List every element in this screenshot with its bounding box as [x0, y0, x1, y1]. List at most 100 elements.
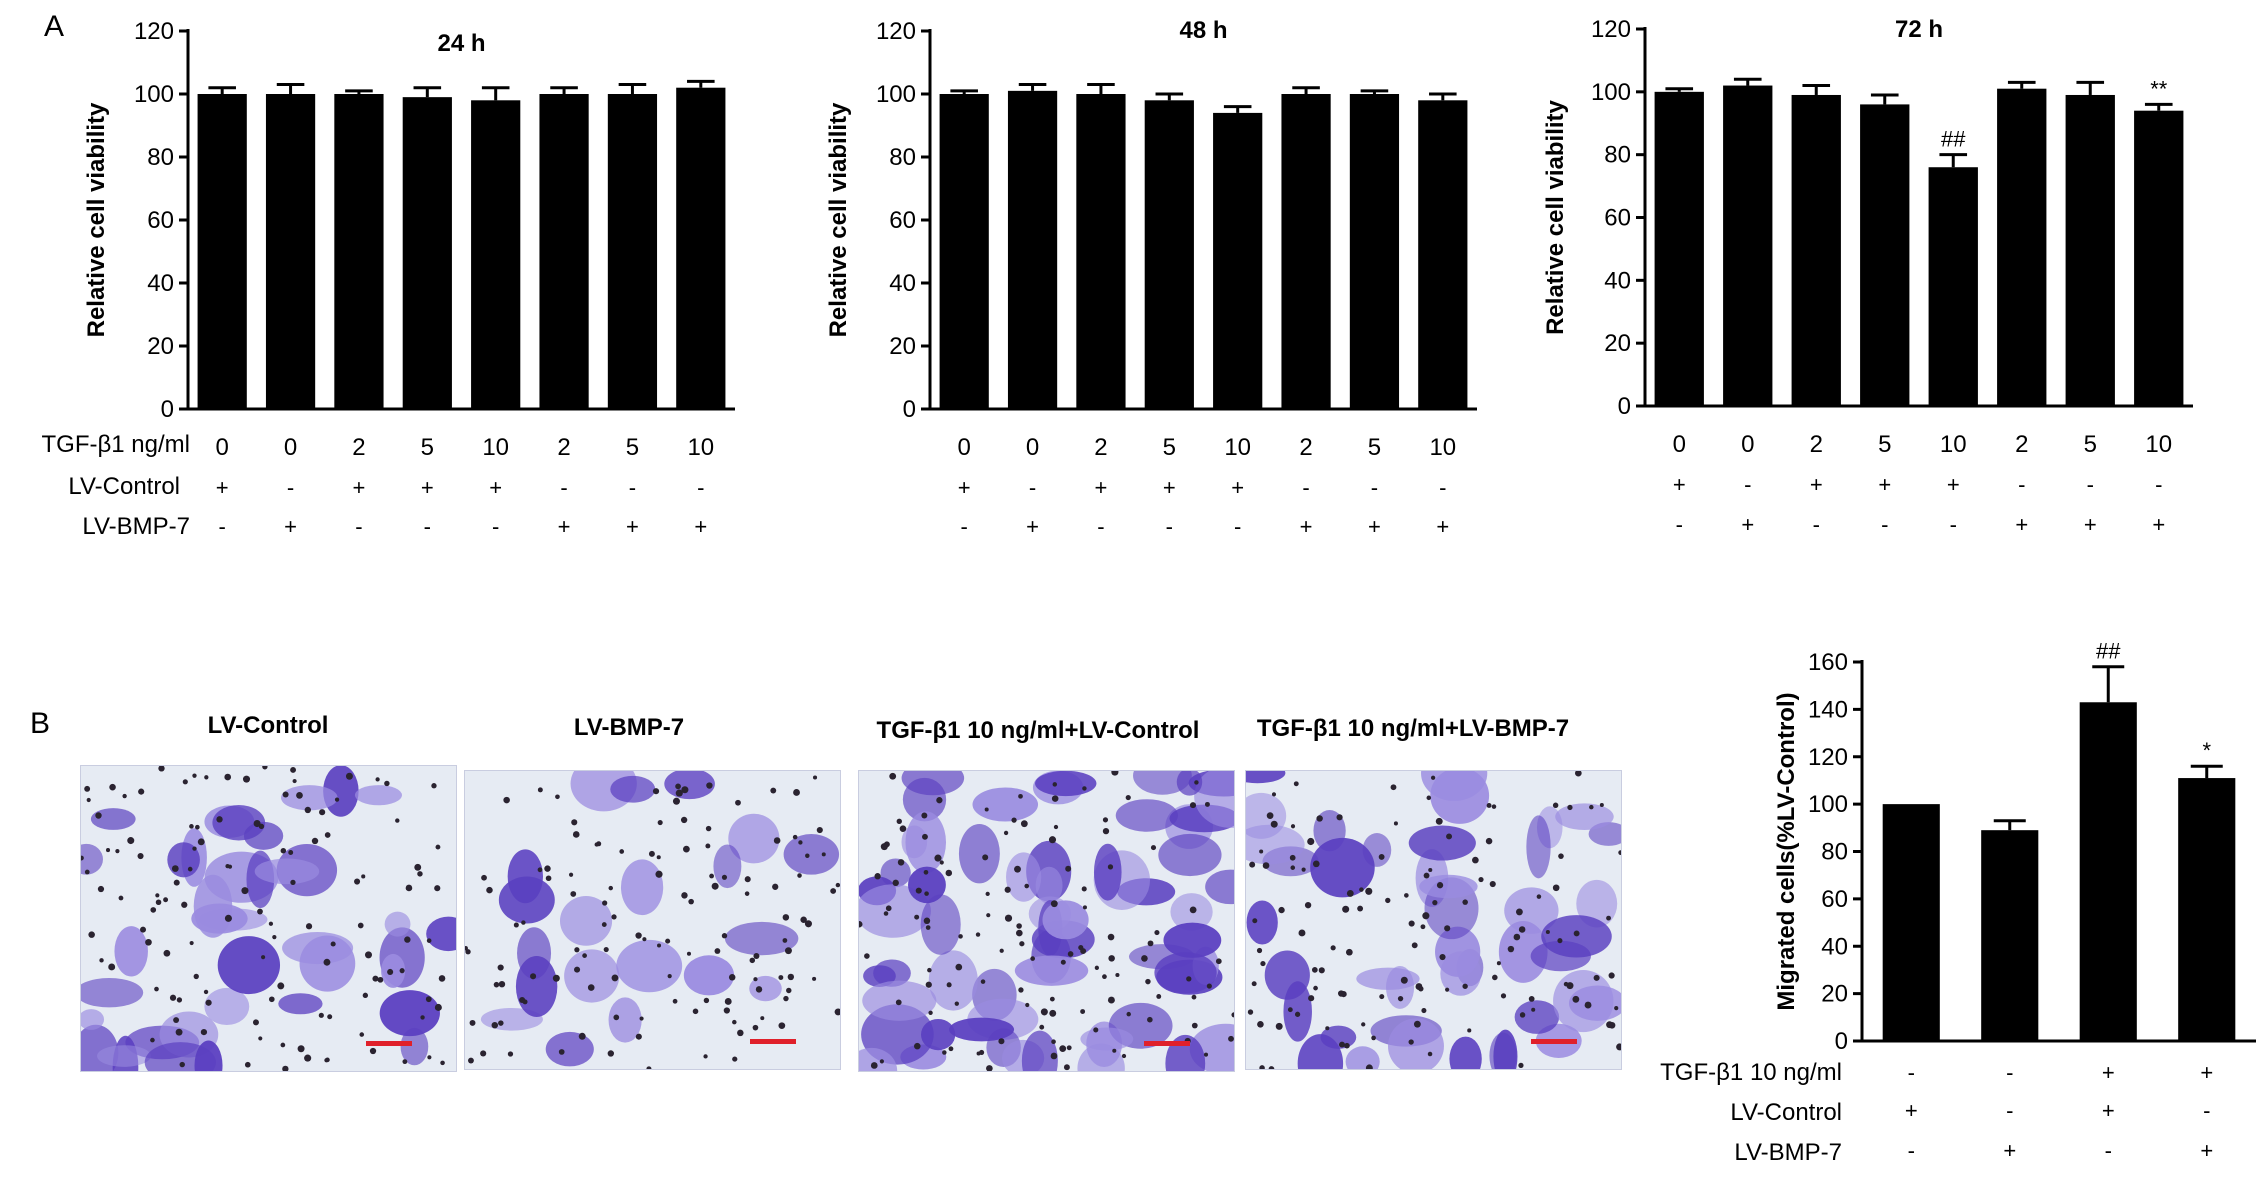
chart-b-cond-r0-c0: - [1908, 1060, 1915, 1085]
chart-a2-cond-r2-c7: + [1436, 514, 1449, 539]
chart-b-cond-r2-c0: - [1908, 1138, 1915, 1163]
chart-b-cond-r0-c1: - [2006, 1060, 2013, 1085]
chart-b-bar-3 [2178, 778, 2236, 1041]
chart-a3-cond-r0-c7: 10 [2145, 431, 2172, 458]
chart-a2-title: 48 h [1179, 17, 1227, 44]
chart-a2-ytick-label-120: 120 [876, 18, 916, 45]
chart-a3-bar-1 [1723, 85, 1773, 407]
chart-a3-cond-r1-c6: - [2087, 472, 2094, 497]
chart-a3-annotation-7: ** [2150, 76, 2168, 101]
chart-b-ytick-label-140: 140 [1808, 696, 1848, 723]
micrograph-texture-0 [81, 766, 456, 1071]
chart-a2-bar-6 [1349, 94, 1400, 409]
chart-a1-cond-r2-c1: + [284, 514, 297, 539]
panel-a-row-label-tgf: TGF-β1 ng/ml [42, 431, 191, 458]
chart-a2-cond-r2-c5: + [1300, 514, 1313, 539]
chart-b-annotation-2: ## [2096, 639, 2121, 664]
chart-a2-bar-1 [1007, 90, 1058, 409]
chart-a1-ylabel: Relative cell viability [83, 102, 110, 337]
chart-a2-cond-r0-c7: 10 [1429, 434, 1456, 461]
chart-b-ytick-label-80: 80 [1821, 839, 1848, 866]
micrograph-texture-1 [465, 771, 840, 1069]
chart-a2-cond-r1-c7: - [1439, 475, 1446, 500]
chart-a2-cond-r2-c2: - [1097, 514, 1104, 539]
chart-b-ytick-label-0: 0 [1835, 1028, 1848, 1055]
chart-a3-cond-r2-c0: - [1676, 512, 1683, 537]
chart-a2-cond-r0-c1: 0 [1026, 434, 1039, 461]
micrograph-texture-2 [859, 771, 1234, 1071]
chart-a3-cond-r0-c3: 5 [1878, 431, 1891, 458]
chart-a3-title: 72 h [1895, 16, 1943, 43]
chart-a3-cond-r1-c3: + [1878, 472, 1891, 497]
panel-a-label: A [44, 10, 65, 43]
chart-a2-cond-r0-c0: 0 [958, 434, 971, 461]
chart-a1-bar-0 [197, 94, 247, 409]
chart-a3-cond-r1-c4: + [1947, 472, 1960, 497]
chart-b-cond-r0-c3: + [2200, 1060, 2213, 1085]
chart-a3-ytick-label-0: 0 [1618, 393, 1631, 420]
chart-a3-cond-r0-c0: 0 [1673, 431, 1686, 458]
chart-a2-cond-r2-c1: + [1026, 514, 1039, 539]
chart-a3-cond-r0-c2: 2 [1810, 431, 1823, 458]
scale-bar-1 [750, 1039, 796, 1044]
chart-a3-cond-r2-c5: + [2015, 512, 2028, 537]
chart-a2-bar-0 [939, 94, 989, 409]
chart-a2-ytick-label-100: 100 [876, 81, 916, 108]
scale-bar-2 [1144, 1041, 1190, 1046]
chart-a2-cond-r2-c6: + [1368, 514, 1381, 539]
chart-a2-ytick-label-80: 80 [889, 144, 916, 171]
micro-title-lv-bmp7: LV-BMP-7 [573, 714, 685, 741]
panel-a-row-label-lv-bmp7: LV-BMP-7 [82, 513, 190, 540]
chart-a2-cond-r2-c3: - [1166, 514, 1173, 539]
chart-a1-bar-6 [607, 94, 658, 409]
chart-a1-bar-7 [676, 87, 726, 409]
chart-a2-bar-7 [1418, 100, 1468, 410]
chart-a3-ytick-label-40: 40 [1604, 267, 1631, 294]
chart-a3-bar-6 [2065, 94, 2115, 406]
micro-title-lv-control: LV-Control [207, 712, 329, 739]
chart-a2-ytick-label-20: 20 [889, 333, 916, 360]
chart-a1-cond-r0-c6: 5 [626, 434, 639, 461]
chart-a3-bar-2 [1791, 94, 1841, 406]
chart-a2-cond-r0-c2: 2 [1094, 434, 1107, 461]
chart-a2-bar-3 [1144, 100, 1194, 410]
chart-a1-cond-r0-c7: 10 [687, 434, 714, 461]
chart-a3-cond-r1-c0: + [1673, 472, 1686, 497]
chart-a1-cond-r2-c7: + [694, 514, 707, 539]
chart-a1-cond-r1-c6: - [629, 475, 636, 500]
chart-b-row-label-lv-control: LV-Control [1730, 1099, 1842, 1126]
chart-b-cond-r0-c2: + [2102, 1060, 2115, 1085]
chart-b-cond-r2-c3: + [2200, 1138, 2213, 1163]
chart-a3-cond-r0-c5: 2 [2015, 431, 2028, 458]
chart-a1-ytick-label-20: 20 [147, 333, 174, 360]
scale-bar-0 [366, 1041, 412, 1046]
chart-a3-ytick-label-120: 120 [1591, 16, 1631, 43]
chart-a3-ytick-label-100: 100 [1591, 79, 1631, 106]
chart-a1-cond-r1-c2: + [353, 475, 366, 500]
chart-a1-title: 24 h [437, 30, 485, 57]
chart-a2-bar-5 [1281, 94, 1331, 409]
chart-a2-cond-r2-c4: - [1234, 514, 1241, 539]
chart-a2-cond-r1-c1: - [1029, 475, 1036, 500]
chart-a1-cond-r0-c1: 0 [284, 434, 297, 461]
chart-b-bar-2 [2079, 702, 2137, 1041]
chart-a2-cond-r0-c3: 5 [1163, 434, 1176, 461]
chart-a1-bar-5 [539, 94, 589, 409]
chart-a3-ytick-label-60: 60 [1604, 205, 1631, 232]
chart-b-bar-0 [1882, 804, 1940, 1041]
chart-b-ytick-label-100: 100 [1808, 791, 1848, 818]
chart-b-ytick-label-40: 40 [1821, 933, 1848, 960]
chart-b-cond-r1-c3: - [2203, 1098, 2210, 1123]
chart-a2-ylabel: Relative cell viability [825, 102, 852, 337]
panel-a-row-label-lv-control: LV-Control [68, 473, 180, 500]
chart-a2-cond-r1-c6: - [1371, 475, 1378, 500]
chart-a1-cond-r2-c0: - [219, 514, 226, 539]
chart-b-cond-r1-c1: - [2006, 1098, 2013, 1123]
chart-a3-bar-5 [1997, 88, 2047, 407]
chart-a1-cond-r2-c6: + [626, 514, 639, 539]
chart-a2-cond-r2-c0: - [961, 514, 968, 539]
chart-a1-ytick-label-0: 0 [161, 396, 174, 423]
chart-b-row-label-lv-bmp7: LV-BMP-7 [1734, 1139, 1842, 1166]
chart-a2-cond-r1-c0: + [958, 475, 971, 500]
